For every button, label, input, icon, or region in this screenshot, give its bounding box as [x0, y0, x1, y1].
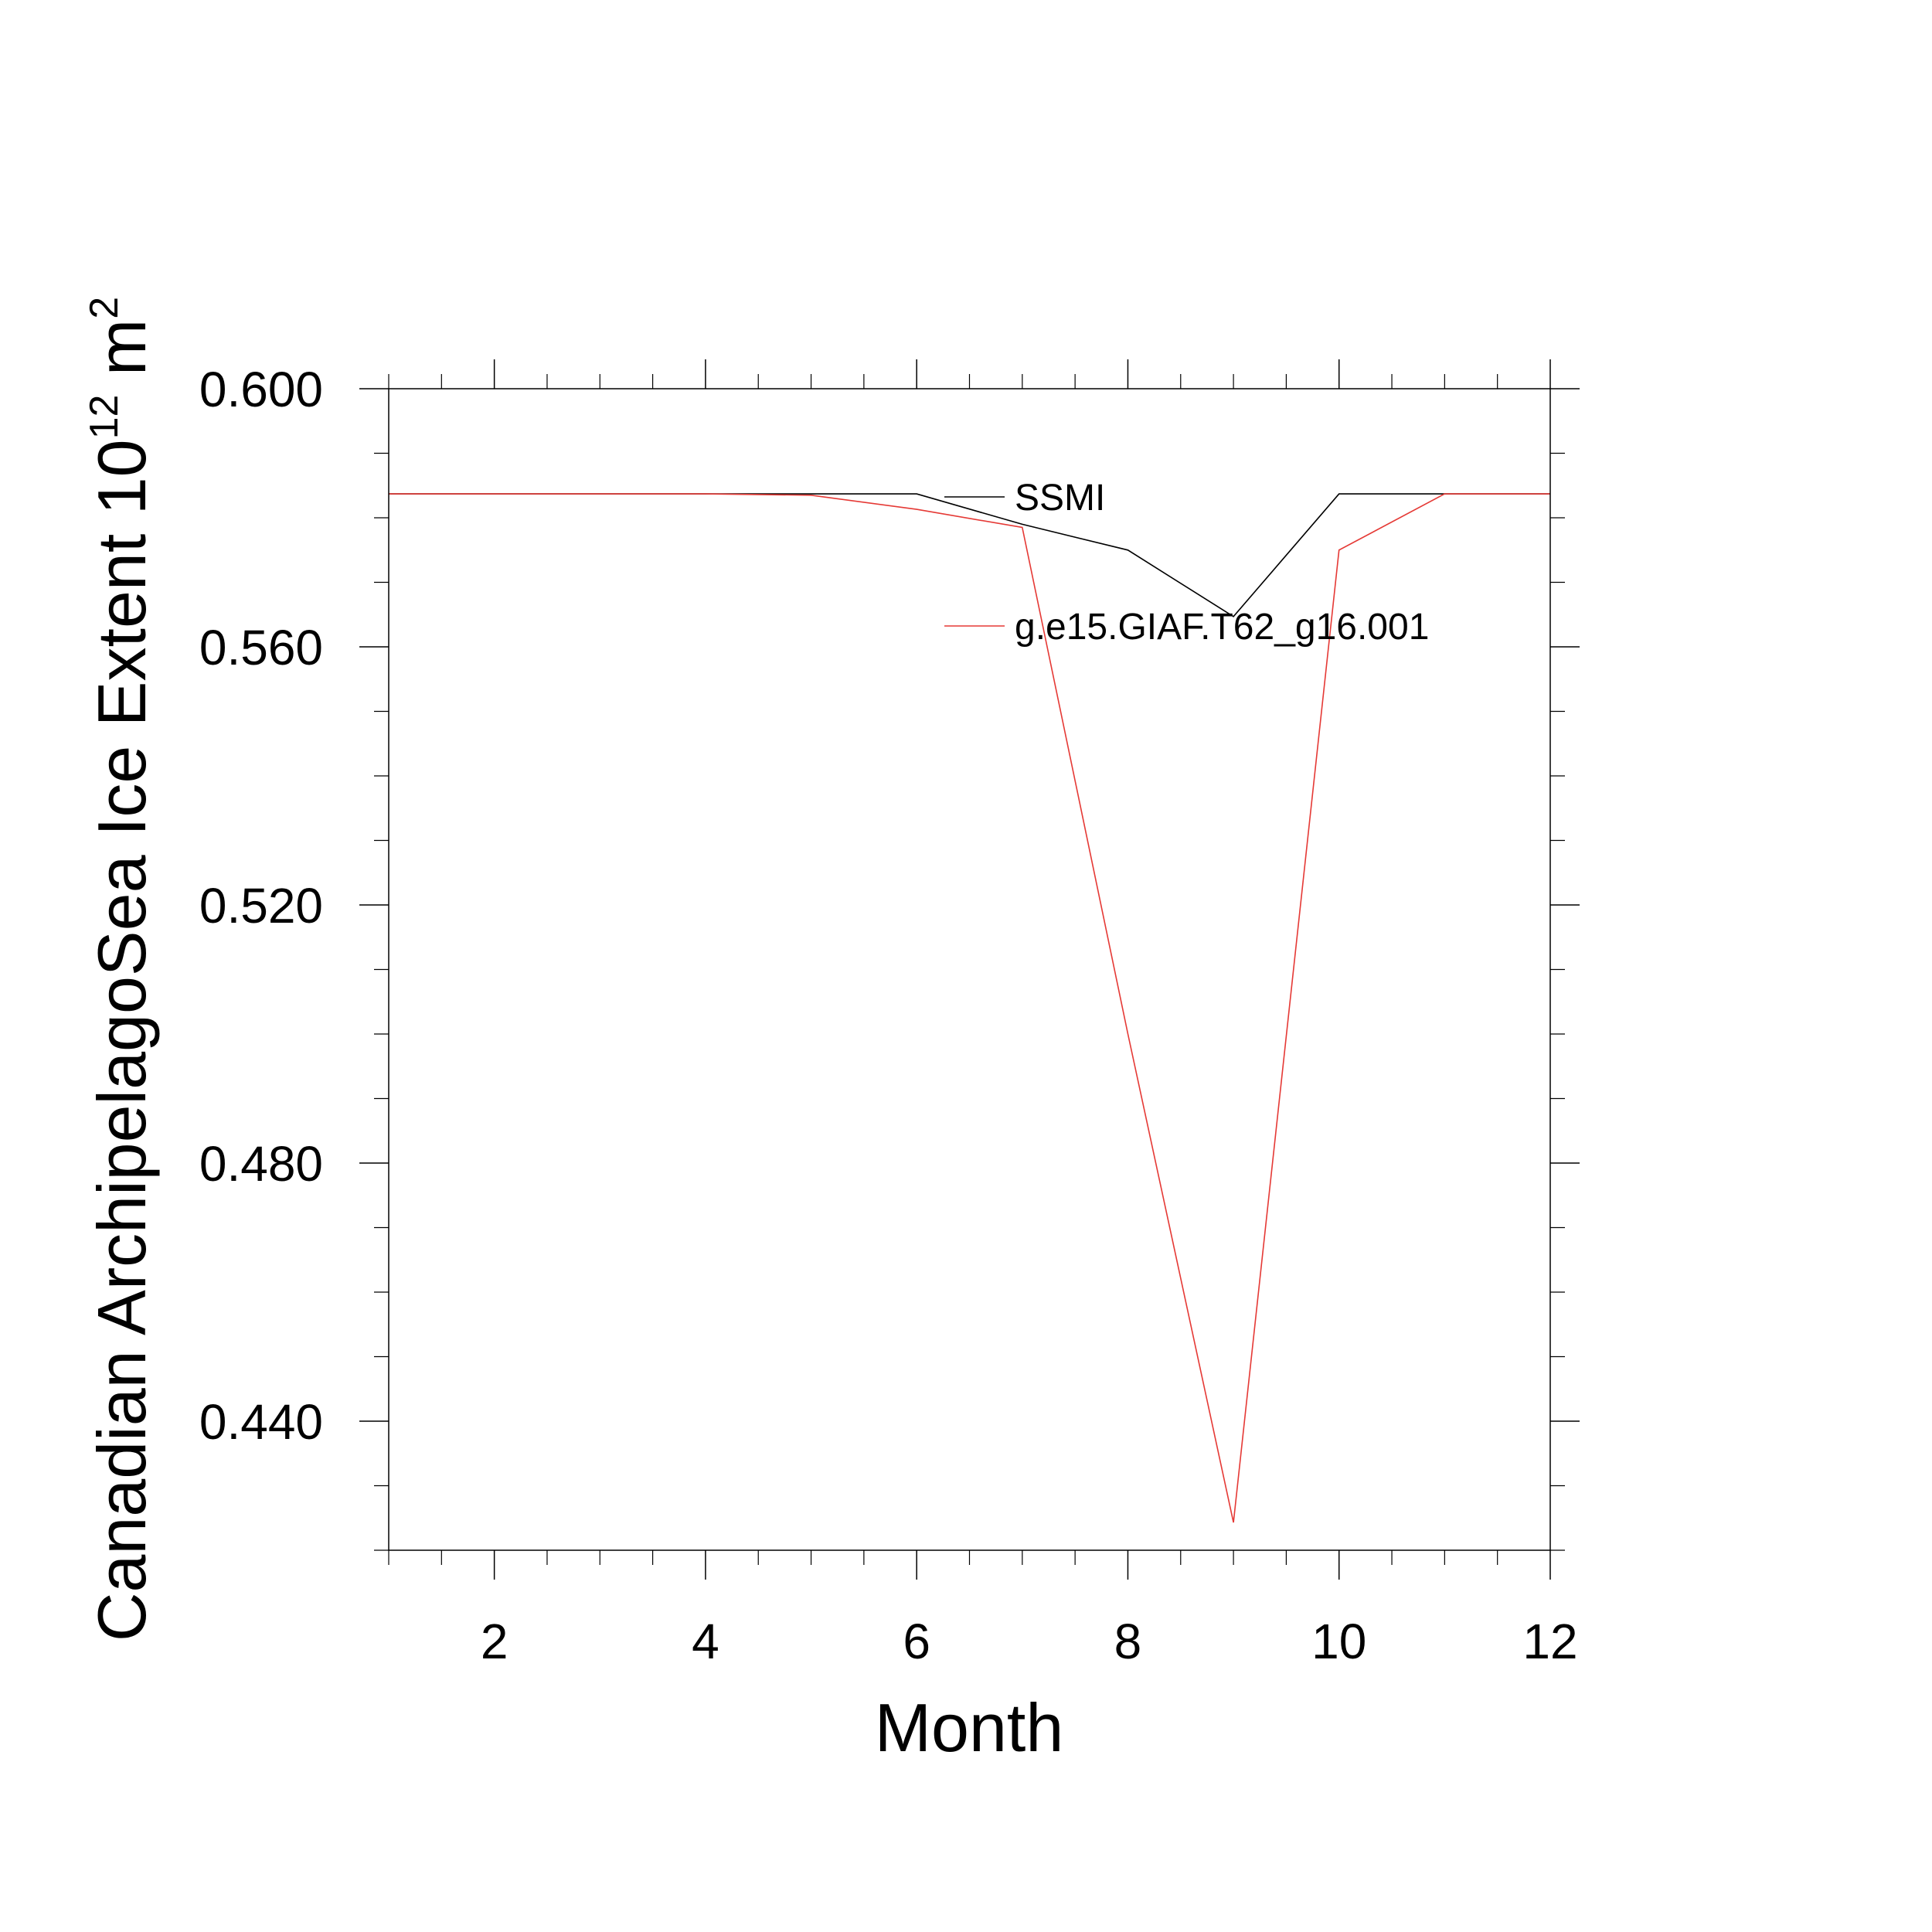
y-axis-title-unit: m [83, 319, 160, 395]
labels-layer: 2 4 6 8 10 12 0.440 0.480 0.520 0.560 0.600 [199, 362, 1578, 1669]
x-tick-label: 2 [481, 1614, 509, 1669]
x-tick-label: 8 [1114, 1614, 1142, 1669]
y-axis-title-exponent: 12 [82, 395, 127, 440]
x-tick-label: 10 [1311, 1614, 1366, 1669]
x-tick-label: 12 [1522, 1614, 1577, 1669]
y-tick-label: 0.480 [199, 1136, 323, 1192]
y-axis-title-main: Canadian ArchipelagoSea Ice Extent 10 [83, 439, 160, 1641]
plot-frame [388, 388, 1551, 1551]
x-axis-title: Month [875, 1689, 1064, 1766]
series-line [389, 493, 1550, 617]
series-layer [389, 493, 1550, 1523]
y-tick-label: 0.520 [199, 878, 323, 934]
x-tick-label: 4 [692, 1614, 719, 1669]
y-axis-title: Canadian ArchipelagoSea Ice Extent 1012 … [82, 297, 160, 1641]
legend: SSMI g.e15.GIAF.T62_g16.001 [944, 478, 1429, 648]
legend-label: g.e15.GIAF.T62_g16.001 [1015, 607, 1429, 648]
y-tick-label: 0.440 [199, 1394, 323, 1450]
legend-label: SSMI [1015, 478, 1105, 519]
x-tick-label: 6 [903, 1614, 930, 1669]
series-line [389, 493, 1550, 1523]
ticks-layer [359, 359, 1580, 1580]
y-axis-title-unit-exponent: 2 [82, 297, 127, 319]
y-tick-label: 0.600 [199, 362, 323, 417]
y-tick-label: 0.560 [199, 620, 323, 675]
